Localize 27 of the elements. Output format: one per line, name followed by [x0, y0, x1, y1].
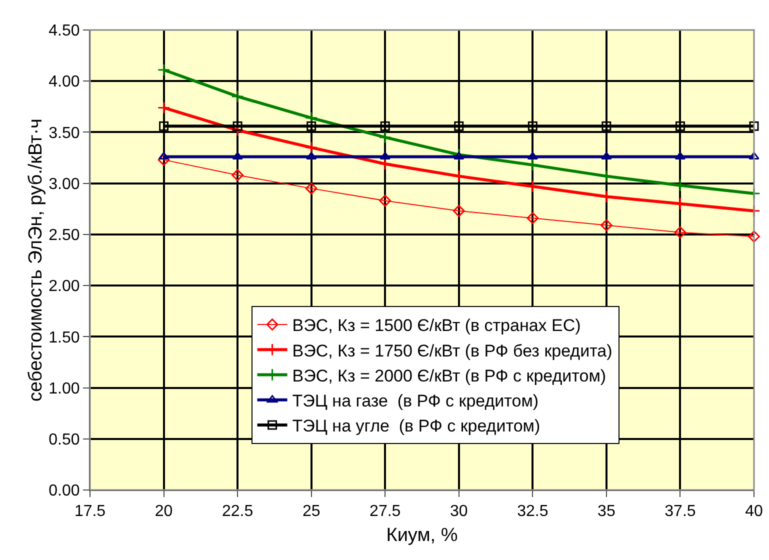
x-tick-label: 37.5 — [664, 503, 696, 520]
x-axis-title: Киум, % — [386, 525, 458, 546]
x-tick-label: 30 — [450, 503, 468, 520]
legend-label: ВЭС, Кз = 1500 Є/кВт (в странах ЕС) — [292, 316, 581, 336]
x-tick-label: 20 — [154, 503, 173, 520]
x-tick-label: 22.5 — [222, 503, 254, 520]
x-tick-label: 17.5 — [74, 503, 106, 520]
y-tick-label: 4.00 — [48, 74, 80, 91]
x-tick-label: 27.5 — [370, 503, 401, 520]
y-tick-label: 3.50 — [48, 124, 80, 142]
y-tick-label: 1.50 — [48, 329, 80, 346]
y-tick-label: 2.00 — [48, 278, 80, 296]
legend-label: ВЭС, Кз = 1750 Є/кВт (в РФ без кредита) — [292, 341, 612, 360]
y-tick-label: 2.50 — [48, 227, 80, 244]
y-axis-title: себестоимость ЭлЭн, руб./кВт·ч — [26, 118, 47, 402]
x-tick-label: 25 — [302, 503, 320, 520]
legend-label: ТЭЦ на газе (в РФ с кредитом) — [292, 391, 539, 410]
legend-label: ВЭС, Кз = 2000 Є/кВт (в РФ с кредитом) — [292, 366, 606, 386]
y-tick-label: 4.50 — [48, 22, 80, 40]
x-tick-label: 40 — [745, 503, 763, 520]
y-tick-label: 0.50 — [48, 431, 80, 448]
x-tick-label: 35 — [598, 503, 616, 520]
y-tick-label: 1.00 — [48, 380, 80, 398]
y-tick-label: 0.00 — [48, 482, 80, 500]
x-tick-label: 32.5 — [517, 503, 548, 520]
y-tick-label: 3.00 — [48, 176, 80, 193]
legend-label: ТЭЦ на угле (в РФ с кредитом) — [292, 416, 540, 436]
